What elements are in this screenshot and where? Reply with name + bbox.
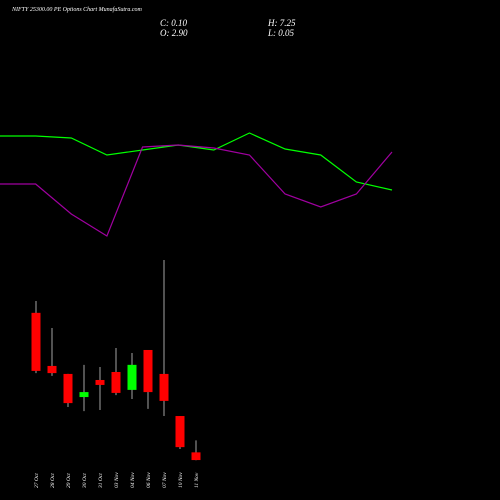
x-tick-label: 07 Nov xyxy=(162,472,168,488)
candle-body xyxy=(127,364,137,390)
candle-body xyxy=(159,373,169,401)
x-tick-label: 06 Nov xyxy=(146,472,152,488)
x-tick-label: 28 Oct xyxy=(50,473,56,488)
x-tick-label: 10 Nov xyxy=(178,472,184,488)
low-label: L: 0.05 xyxy=(267,28,295,38)
candle-body xyxy=(95,379,105,385)
candle-body xyxy=(111,372,121,393)
candle-body xyxy=(31,312,41,371)
high-label: H: 7.25 xyxy=(267,18,296,28)
x-tick-label: 27 Oct xyxy=(34,473,40,488)
candle-body xyxy=(191,452,201,461)
close-label: C: 0.10 xyxy=(160,18,188,28)
x-tick-label: 11 Nov xyxy=(194,472,200,488)
x-tick-label: 31 Oct xyxy=(98,473,104,489)
indicator-line xyxy=(0,144,393,237)
indicator-line xyxy=(0,132,393,191)
x-tick-label: 29 Oct xyxy=(66,473,72,488)
candle-body xyxy=(175,416,185,448)
x-tick-label: 04 Nov xyxy=(129,472,136,488)
candle-body xyxy=(63,373,73,404)
x-tick-label: 30 Oct xyxy=(82,473,88,489)
candle-body xyxy=(143,349,153,393)
open-label: O: 2.90 xyxy=(160,28,188,38)
chart-title: NIFTY 25300.00 PE Options Chart MunafaSu… xyxy=(11,6,143,13)
x-tick-label: 03 Nov xyxy=(114,472,120,488)
candle-body xyxy=(47,365,57,374)
candle-body xyxy=(79,392,89,398)
